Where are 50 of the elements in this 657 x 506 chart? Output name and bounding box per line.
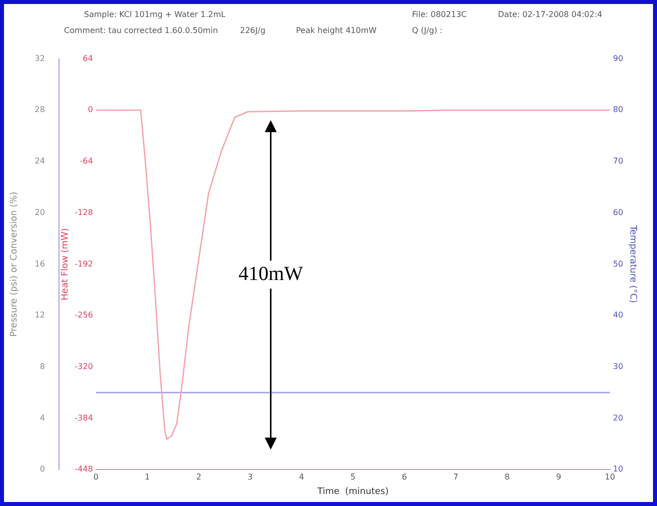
y2-tick-label: -448 bbox=[74, 464, 93, 474]
text: File: 080213C bbox=[412, 10, 468, 21]
y2-tick-label: -320 bbox=[74, 362, 93, 371]
text: 226J/g bbox=[240, 26, 266, 37]
y3-tick-label: 90 bbox=[613, 54, 624, 63]
x-tick-label: 3 bbox=[248, 472, 253, 482]
x-axis-title: Time (minutes) bbox=[316, 486, 389, 497]
text: Date: 02-17-2008 04:02:4 bbox=[498, 10, 604, 21]
text: Comment: tau corrected 1.60.0.50min bbox=[64, 26, 219, 37]
x-tick-label: 7 bbox=[453, 472, 458, 482]
x-tick-label: 0 bbox=[93, 472, 98, 482]
x-tick-label: 6 bbox=[402, 472, 407, 482]
x-tick-label: 9 bbox=[556, 472, 562, 482]
y-tick-label: 20 bbox=[34, 208, 45, 217]
y3-tick-label: 70 bbox=[613, 156, 624, 166]
text: Q (J/g) : bbox=[412, 26, 444, 37]
x-tick-label: 4 bbox=[299, 472, 304, 482]
y3-tick-label: 10 bbox=[613, 464, 624, 474]
y3-tick-label: 60 bbox=[613, 208, 624, 217]
text: Sample: KCl 101mg + Water 1.2mL bbox=[83, 10, 226, 21]
y-tick-label: 8 bbox=[40, 362, 45, 371]
y2-tick-label: -128 bbox=[74, 208, 93, 217]
y-tick-label: 12 bbox=[34, 310, 45, 320]
y2-tick-label: -192 bbox=[74, 259, 93, 268]
x-tick-label: 10 bbox=[604, 472, 616, 482]
y3-tick-label: 20 bbox=[613, 413, 624, 422]
y3-tick-label: 50 bbox=[613, 259, 624, 268]
y-tick-label: 24 bbox=[34, 156, 45, 166]
x-tick-label: 8 bbox=[504, 472, 510, 482]
y2-tick-label: 64 bbox=[82, 54, 93, 63]
y2-tick-label: -64 bbox=[80, 156, 93, 166]
y3-axis-title: Temperature (°C) bbox=[627, 224, 638, 304]
y2-tick-label: -384 bbox=[74, 413, 93, 422]
y2-axis-title: Heat Flow (mW) bbox=[60, 228, 71, 300]
y-axis-title: Pressure (psi) or Conversion (%) bbox=[10, 192, 20, 337]
annotation: 410mW bbox=[238, 262, 304, 285]
y2-tick-label: 0 bbox=[88, 105, 93, 114]
y3-tick-label: 30 bbox=[613, 362, 624, 371]
y-tick-label: 32 bbox=[34, 54, 45, 63]
y3-tick-label: 40 bbox=[613, 310, 624, 320]
x-tick-label: 2 bbox=[196, 472, 202, 482]
y3-tick-label: 80 bbox=[613, 105, 624, 114]
x-tick-label: 5 bbox=[350, 472, 356, 482]
y-tick-label: 0 bbox=[40, 464, 45, 474]
text: Peak height 410mW bbox=[296, 26, 378, 37]
y-tick-label: 16 bbox=[34, 259, 45, 268]
x-tick-label: 1 bbox=[144, 472, 150, 482]
y-tick-label: 4 bbox=[40, 413, 45, 422]
y-tick-label: 28 bbox=[34, 105, 45, 114]
y2-tick-label: -256 bbox=[74, 310, 93, 320]
